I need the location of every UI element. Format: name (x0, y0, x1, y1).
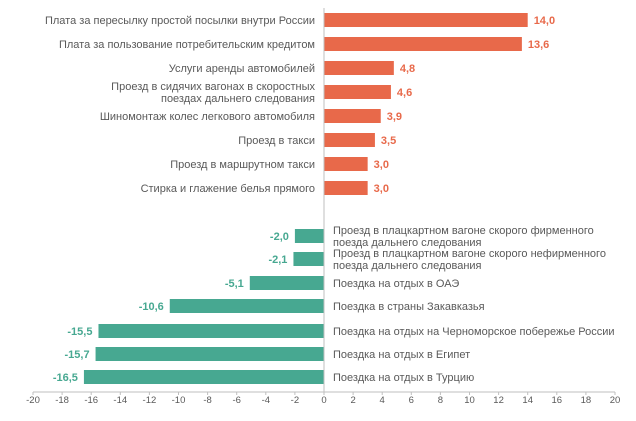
bar-1 (324, 13, 528, 27)
x-tick-label: -8 (203, 395, 211, 406)
category-label-line: Проезд в плацкартном вагоне скорого нефи… (333, 248, 606, 260)
bar-14 (95, 347, 324, 361)
x-tick-label: -2 (291, 395, 299, 406)
x-tick-label: 8 (438, 395, 443, 406)
category-label-15: Поездка на отдых в Турцию (333, 372, 474, 384)
category-label-7: Проезд в маршрутном такси (170, 159, 315, 171)
category-label-line: Поездка на отдых на Черноморское побереж… (333, 326, 615, 338)
x-tick-label: -10 (172, 395, 186, 406)
value-label-6: 3,5 (381, 135, 396, 147)
x-tick-label: 4 (380, 395, 385, 406)
value-label-4: 4,6 (397, 87, 412, 99)
x-tick-label: -14 (113, 395, 127, 406)
bar-5 (324, 109, 381, 123)
category-label-line: Проезд в маршрутном такси (170, 159, 315, 171)
category-label-8: Стирка и глажение белья прямого (141, 183, 315, 195)
x-tick-label: -12 (143, 395, 157, 406)
value-label-12: -10,6 (139, 301, 164, 313)
category-label-line: поезда дальнего следования (333, 260, 482, 272)
category-label-11: Поездка на отдых в ОАЭ (333, 278, 459, 290)
category-label-line: Шиномонтаж колес легкового автомобиля (100, 111, 315, 123)
category-label-line: Услуги аренды автомобилей (169, 63, 315, 75)
category-label-line: Поездка на отдых в ОАЭ (333, 278, 459, 290)
category-label-line: Поездка в страны Закавказья (333, 301, 485, 313)
axis-layer: -20 -18 -16 -14 -12 -10 -8 -6 -4 -2 0 2 4 6 8 10 12 14 16 1… (26, 8, 620, 406)
category-label-line: поездах дальнего следования (161, 93, 315, 105)
x-tick-label: 10 (464, 395, 475, 406)
bar-13 (98, 324, 324, 338)
category-label-6: Проезд в такси (238, 135, 315, 147)
bar-15 (83, 370, 324, 384)
category-label-line: поезда дальнего следования (333, 237, 482, 249)
value-label-10: -2,1 (268, 254, 287, 266)
bar-7 (324, 157, 368, 171)
category-label-1: Плата за пересылку простой посылки внутр… (45, 15, 315, 27)
value-label-8: 3,0 (374, 183, 389, 195)
category-label-13: Поездка на отдых на Черноморское побереж… (333, 326, 615, 338)
x-tick-label: 6 (409, 395, 414, 406)
category-label-line: Поездка на отдых в Турцию (333, 372, 474, 384)
bar-12 (169, 299, 324, 313)
bar-10 (293, 252, 324, 266)
bar-9 (294, 229, 324, 243)
category-label-9: Проезд в плацкартном вагоне скорого фирм… (333, 225, 594, 249)
category-label-line: Проезд в такси (238, 135, 315, 147)
value-label-13: -15,5 (67, 326, 92, 338)
x-tick-label: 0 (321, 395, 326, 406)
x-tick-label: 18 (581, 395, 592, 406)
category-label-line: Проезд в плацкартном вагоне скорого фирм… (333, 225, 594, 237)
category-label-12: Поездка в страны Закавказья (333, 301, 485, 313)
bar-2 (324, 37, 522, 51)
category-label-3: Услуги аренды автомобилей (169, 63, 315, 75)
x-tick-label: -18 (55, 395, 69, 406)
bar-3 (324, 61, 394, 75)
value-label-5: 3,9 (387, 111, 402, 123)
x-tick-label: -20 (26, 395, 40, 406)
x-tick-label: 2 (350, 395, 355, 406)
bar-8 (324, 181, 368, 195)
x-tick-label: -4 (262, 395, 270, 406)
category-label-line: Проезд в сидячих вагонах в скоростных (111, 81, 315, 93)
category-label-5: Шиномонтаж колес легкового автомобиля (100, 111, 315, 123)
bars-layer (83, 13, 528, 384)
value-label-11: -5,1 (225, 278, 244, 290)
bar-11 (249, 276, 324, 290)
category-label-line: Стирка и глажение белья прямого (141, 183, 315, 195)
x-tick-label: -6 (232, 395, 240, 406)
category-label-10: Проезд в плацкартном вагоне скорого нефи… (333, 248, 606, 272)
category-label-14: Поездка на отдых в Египет (333, 349, 470, 361)
value-label-3: 4,8 (400, 63, 415, 75)
bar-6 (324, 133, 375, 147)
category-label-line: Плата за пересылку простой посылки внутр… (45, 15, 315, 27)
value-label-15: -16,5 (53, 372, 78, 384)
category-label-line: Поездка на отдых в Египет (333, 349, 470, 361)
x-tick-label: 16 (552, 395, 563, 406)
value-label-14: -15,7 (64, 349, 89, 361)
category-label-line: Плата за пользование потребительским кре… (59, 39, 315, 51)
value-label-7: 3,0 (374, 159, 389, 171)
x-tick-label: 12 (493, 395, 504, 406)
category-label-2: Плата за пользование потребительским кре… (59, 39, 315, 51)
value-label-1: 14,0 (534, 15, 555, 27)
labels-layer: 14,0 Плата за пересылку простой посылки в… (45, 15, 615, 384)
x-tick-label: 14 (522, 395, 533, 406)
value-label-2: 13,6 (528, 39, 549, 51)
x-tick-label: 20 (610, 395, 621, 406)
value-label-9: -2,0 (270, 231, 289, 243)
category-label-4: Проезд в сидячих вагонах в скоростных пое… (111, 81, 315, 105)
bar-4 (324, 85, 391, 99)
x-tick-label: -16 (84, 395, 98, 406)
